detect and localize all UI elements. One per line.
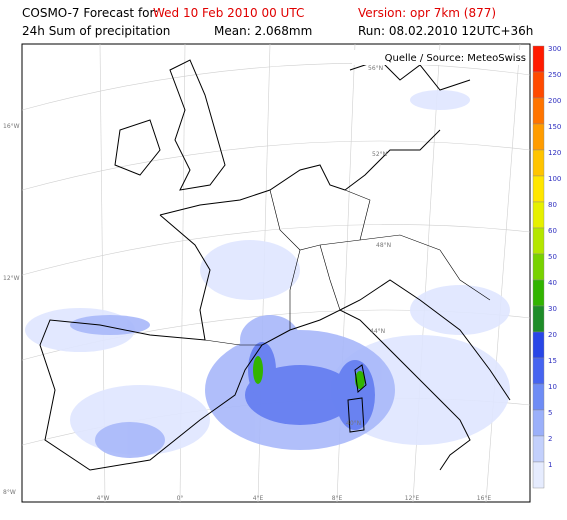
source: Quelle / Source: MeteoSwiss	[385, 53, 526, 64]
colorbar-swatch	[532, 97, 545, 125]
coordinate-label: 8°E	[332, 495, 343, 502]
coordinate-label: 8°W	[3, 489, 16, 496]
colorbar-label: 300	[548, 45, 561, 53]
coordinate-label: 48°N	[376, 242, 391, 249]
colorbar-label: 5	[548, 409, 552, 417]
coordinate-label: 16°W	[3, 123, 20, 130]
colorbar-swatch	[532, 331, 545, 359]
colorbar-label: 40	[548, 279, 557, 287]
colorbar-label: 250	[548, 71, 561, 79]
colorbar-swatch	[532, 45, 545, 73]
mean: Mean: 2.068mm	[214, 24, 313, 38]
coordinate-label: 40°N	[346, 420, 361, 427]
coordinate-label: 16°E	[477, 495, 492, 502]
coordinate-label: 44°N	[370, 328, 385, 335]
run: Run: 08.02.2010 12UTC+36h	[358, 24, 534, 38]
colorbar-label: 200	[548, 97, 561, 105]
coordinate-label: 12°E	[405, 495, 420, 502]
colorbar-swatch	[532, 383, 545, 411]
colorbar-label: 2	[548, 435, 552, 443]
field: 24h Sum of precipitation	[22, 24, 171, 38]
colorbar-label: 60	[548, 227, 557, 235]
colorbar-swatch	[532, 461, 545, 489]
colorbar-swatch	[532, 227, 545, 255]
colorbar-swatch	[532, 279, 545, 307]
colorbar-swatch	[532, 305, 545, 333]
colorbar-swatch	[532, 357, 545, 385]
colorbar-label: 15	[548, 357, 557, 365]
coordinate-label: 52°N	[372, 151, 387, 158]
coordinate-label: 4°E	[253, 495, 264, 502]
colorbar-label: 10	[548, 383, 557, 391]
coordinate-label: 0°	[177, 495, 184, 502]
precipitation-peak	[253, 356, 365, 389]
colorbar-label: 100	[548, 175, 561, 183]
colorbar-swatch	[532, 201, 545, 229]
colorbar-label: 50	[548, 253, 557, 261]
colorbar-swatch	[532, 123, 545, 151]
coordinate-label: 12°W	[3, 275, 20, 282]
colorbar-swatch	[532, 435, 545, 463]
source-box	[352, 50, 528, 65]
title: COSMO-7 Forecast for:	[22, 6, 159, 20]
forecast-time: Wed 10 Feb 2010 00 UTC	[153, 6, 305, 20]
colorbar-swatch	[532, 175, 545, 203]
colorbar-label: 20	[548, 331, 557, 339]
coordinate-labels: 16°W 12°W 8°W 4°W 0° 4°E 8°E 12°E 16°E 56°N 52°N 48…	[3, 65, 491, 502]
version: Version: opr 7km (877)	[358, 6, 497, 20]
colorbar-swatch	[532, 253, 545, 281]
colorbar-label: 150	[548, 123, 561, 131]
colorbar-swatch	[532, 71, 545, 99]
colorbar-label: 120	[548, 149, 561, 157]
colorbar-swatch	[532, 409, 545, 437]
colorbar: 300 250 200 150 120 100 80 60 50 40 30 20 15 10 5 2 1	[532, 45, 561, 489]
colorbar-label: 30	[548, 305, 557, 313]
borders	[204, 189, 491, 346]
colorbar-swatch	[532, 149, 545, 177]
colorbar-label: 80	[548, 201, 557, 209]
coordinate-label: 56°N	[368, 65, 383, 72]
coordinate-label: 4°W	[97, 495, 110, 502]
precipitation-heavy	[245, 342, 375, 430]
colorbar-label: 1	[548, 461, 552, 469]
